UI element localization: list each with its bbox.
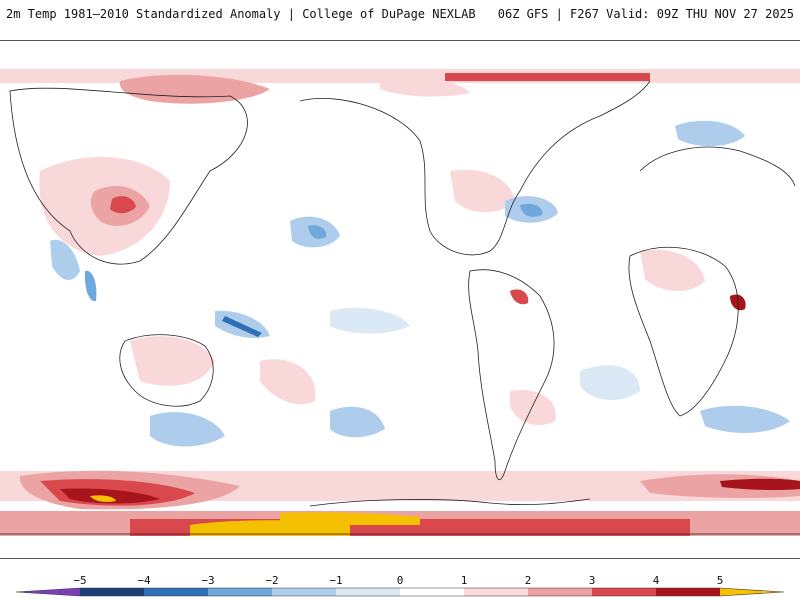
colorbar-segment: [656, 588, 720, 596]
colorbar-segment: [144, 588, 208, 596]
south-pacific-cold-anomaly: [150, 412, 225, 447]
colorbar: −5 −4 −3 −2 −1 0 1 2 3 4 5: [0, 566, 800, 600]
colorbar-segment: [80, 588, 144, 596]
anomaly-map[interactable]: [0, 41, 800, 559]
south-atlantic-warm: [510, 390, 556, 426]
se-asia-cold-anomaly: [50, 239, 80, 281]
coastline-outlines: [0, 80, 800, 535]
north-america-warm-anomaly: [450, 169, 515, 213]
colorbar-tick-label: 3: [588, 574, 596, 587]
philippines-cold-anomaly: [84, 270, 97, 302]
colorbar-tick-label: 2: [524, 574, 532, 587]
central-pacific-cold: [330, 307, 410, 334]
colorbar-tick-label: 5: [716, 574, 724, 587]
colorbar-segment: [336, 588, 400, 596]
colorbar-tick-label: −2: [265, 574, 279, 587]
colorbar-tick-label: −3: [201, 574, 215, 587]
antarctic-interior-extreme: [280, 512, 420, 525]
colorbar-segment: [592, 588, 656, 596]
australia-warm-anomaly: [130, 336, 215, 386]
antarctic-extreme-warm: [60, 488, 160, 504]
indian-ocean-cold: [700, 405, 790, 433]
north-pacific-cold-core: [308, 225, 327, 239]
colorbar-segment-gt-5: [720, 588, 784, 596]
colorbar-outline: [15, 587, 785, 597]
south-pacific-warm: [260, 359, 316, 405]
atlantic-cold-anomaly: [580, 365, 640, 401]
arctic-strong-warm: [445, 73, 650, 81]
europe-cold-anomaly: [675, 120, 745, 147]
colorbar-tick-label: −4: [137, 574, 151, 587]
tropical-pacific-strong-cold: [222, 316, 262, 337]
colorbar-segment: [528, 588, 592, 596]
header: 2m Temp 1981–2010 Standardized Anomaly |…: [0, 0, 800, 41]
arctic-warm-anomaly: [380, 75, 470, 97]
anomaly-map-svg: [0, 69, 800, 536]
colorbar-segment: [208, 588, 272, 596]
south-pacific-cold-anomaly: [330, 406, 385, 438]
venezuela-warm: [510, 289, 529, 305]
africa-warm-anomaly: [640, 249, 705, 291]
colorbar-tick-label: 1: [460, 574, 468, 587]
colorbar-svg: [15, 587, 785, 597]
colorbar-tick-label: 4: [652, 574, 660, 587]
colorbar-segment-lt-5: [16, 588, 80, 596]
colorbar-segment: [464, 588, 528, 596]
arctic-warm-anomaly: [119, 74, 270, 104]
colorbar-tick-label: −1: [329, 574, 343, 587]
colorbar-tick-label: 0: [396, 574, 404, 587]
colorbar-segment: [272, 588, 336, 596]
colorbar-tick-label: −5: [73, 574, 87, 587]
north-atlantic-cold-core: [520, 203, 543, 217]
antarctic-strong-warm: [720, 478, 800, 491]
china-strong-warm: [110, 196, 136, 214]
model-valid-time: 06Z GFS | F267 Valid: 09Z THU NOV 27 202…: [497, 7, 794, 21]
antarctic-max-warm: [90, 495, 116, 502]
colorbar-segment: [400, 588, 464, 596]
map-title: 2m Temp 1981–2010 Standardized Anomaly |…: [6, 7, 476, 21]
